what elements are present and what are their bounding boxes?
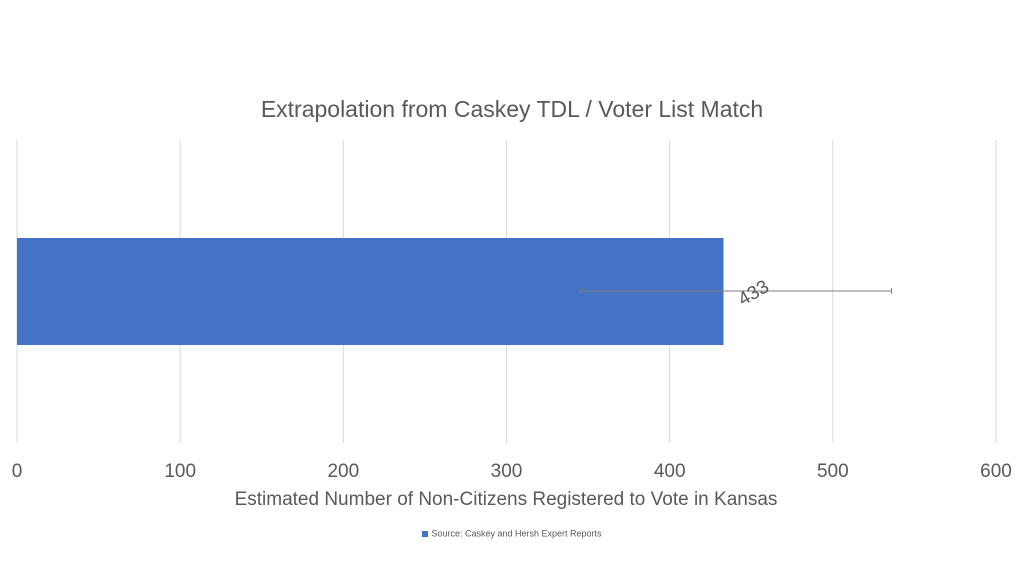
error-bar: [579, 288, 893, 294]
x-axis-label: Estimated Number of Non-Citizens Registe…: [235, 489, 778, 510]
x-tick-label: 600: [980, 461, 1012, 482]
tick-labels: 0 100 200 300 400 500 600: [12, 461, 1012, 482]
error-bars: [579, 288, 893, 294]
x-tick-label: 400: [654, 461, 686, 482]
x-tick-label: 500: [817, 461, 849, 482]
data-label: 433: [735, 276, 773, 310]
data-labels: 433: [735, 276, 773, 310]
x-tick-label: 200: [327, 461, 359, 482]
x-tick-label: 300: [491, 461, 523, 482]
chart-title: Extrapolation from Caskey TDL / Voter Li…: [260, 96, 764, 122]
legend-swatch: [422, 530, 429, 537]
legend-label: Source: Caskey and Hersh Expert Reports: [431, 528, 602, 539]
legend: Source: Caskey and Hersh Expert Reports: [0, 528, 1024, 539]
x-tick-label: 100: [164, 461, 196, 482]
x-tick-label: 0: [12, 461, 23, 482]
